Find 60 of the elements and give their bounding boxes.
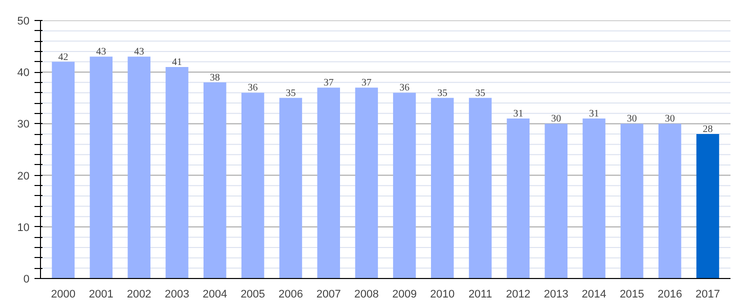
data-label: 36 — [248, 82, 258, 94]
bar — [544, 124, 568, 278]
x-tick-label: 2013 — [544, 288, 568, 300]
data-label: 43 — [134, 46, 144, 58]
data-label: 38 — [210, 72, 220, 84]
bar — [582, 118, 606, 278]
x-tick-label: 2005 — [240, 288, 266, 300]
bar — [468, 98, 492, 278]
x-tick-label: 2001 — [88, 288, 114, 300]
bar — [241, 92, 264, 278]
y-tick-label: 10 — [17, 222, 30, 234]
y-tick-label: 50 — [17, 16, 30, 28]
bar — [279, 98, 302, 278]
y-tick-label: 30 — [17, 118, 30, 131]
bar — [620, 124, 644, 278]
x-tick-label: 2006 — [278, 288, 303, 300]
data-label: 37 — [362, 78, 372, 89]
data-label: 41 — [172, 56, 182, 68]
bar — [317, 88, 340, 278]
bar — [166, 66, 188, 278]
bar — [430, 98, 454, 278]
bar — [90, 56, 113, 278]
x-tick-label: 2008 — [354, 288, 379, 300]
x-tick-label: 2003 — [164, 288, 190, 300]
bar — [506, 118, 530, 278]
x-tick-label: 2009 — [392, 288, 417, 300]
data-label: 30 — [551, 114, 562, 125]
x-tick-label: 2012 — [506, 288, 530, 300]
bar — [658, 124, 682, 278]
data-label: 30 — [664, 114, 675, 125]
data-label: 28 — [702, 124, 713, 136]
x-tick-label: 2015 — [620, 288, 644, 300]
data-label: 43 — [96, 46, 106, 58]
x-tick-label: 2011 — [468, 288, 492, 300]
x-tick-label: 2000 — [51, 288, 76, 300]
x-tick-label: 2007 — [316, 288, 341, 300]
data-label: 35 — [286, 88, 296, 99]
bar — [52, 62, 75, 278]
bar — [696, 134, 720, 278]
bar — [204, 82, 226, 278]
x-tick-label: 2014 — [582, 288, 606, 300]
x-tick-label: 2004 — [202, 288, 228, 300]
data-label: 31 — [589, 108, 600, 120]
y-tick-label: 0 — [23, 274, 30, 286]
data-label: 42 — [58, 52, 68, 63]
data-label: 37 — [324, 78, 334, 89]
data-label: 35 — [437, 88, 448, 99]
bar — [393, 92, 416, 278]
bar — [128, 56, 150, 278]
y-tick-label: 40 — [17, 67, 30, 80]
x-tick-label: 2017 — [696, 288, 720, 300]
data-label: 30 — [626, 114, 637, 125]
x-tick-label: 2002 — [126, 288, 152, 300]
x-tick-label: 2016 — [658, 288, 682, 300]
data-label: 36 — [399, 82, 410, 94]
data-label: 31 — [513, 108, 524, 120]
y-tick-label: 20 — [17, 170, 30, 182]
data-label: 35 — [475, 88, 486, 99]
bar — [355, 88, 378, 278]
x-tick-label: 2010 — [430, 288, 455, 300]
